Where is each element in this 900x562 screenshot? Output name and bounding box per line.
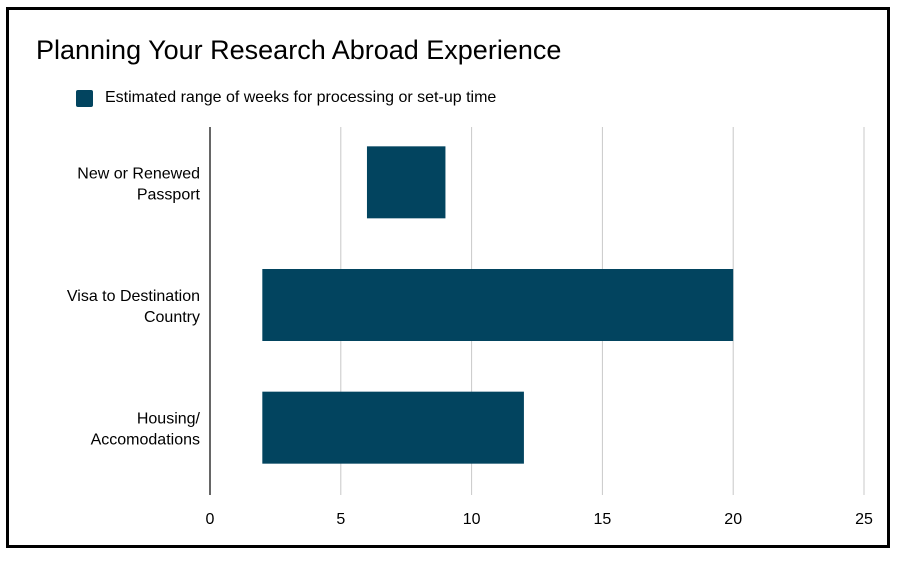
legend-label: Estimated range of weeks for processing … [105,89,497,106]
x-tick-label: 10 [463,511,481,528]
category-label-line: Passport [137,186,201,203]
category-label-line: New or Renewed [77,165,200,182]
x-tick-label: 20 [724,511,742,528]
category-label: Visa to Destination Country [67,288,200,326]
category-label-line: Visa to Destination [67,288,200,305]
x-tick-label: 5 [336,511,345,528]
legend: Estimated range of weeks for processing … [76,89,496,107]
category-label-line: Accomodations [91,432,200,449]
category-label-line: Country [144,309,200,326]
bar [262,391,524,464]
category-label-line: Housing/ [137,411,201,428]
bar [262,269,734,341]
bar [366,146,446,219]
legend-swatch [76,89,93,107]
x-tick-label: 0 [206,511,215,528]
x-tick-label: 25 [855,511,873,528]
x-tick-label: 15 [594,511,612,528]
category-label: New or Renewed Passport [77,165,200,203]
chart-title: Planning Your Research Abroad Experience [36,35,562,65]
category-label: Housing/Accomodations [91,411,201,449]
